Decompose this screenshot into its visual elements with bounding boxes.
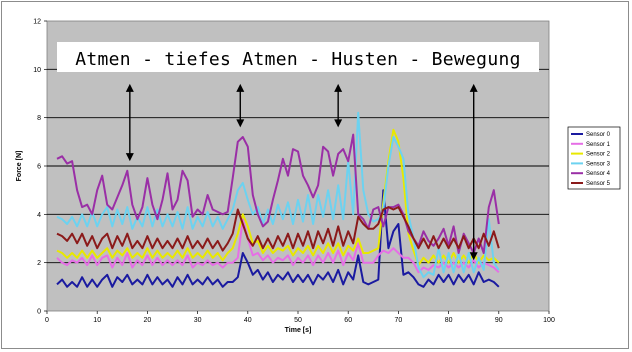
series-line-sensor-1 <box>56 218 500 274</box>
x-tick-label: 70 <box>395 317 403 324</box>
x-tick-label: 100 <box>543 317 555 324</box>
arrow-head-up <box>125 83 134 92</box>
x-tick-label: 40 <box>244 317 252 324</box>
x-tick-label: 30 <box>194 317 202 324</box>
y-tick-label: 0 <box>37 309 41 316</box>
series-line-sensor-2 <box>56 128 500 267</box>
annotation-text: Atmen - tiefes Atmen - Husten - Bewegung <box>75 49 520 70</box>
legend: Sensor 0 Sensor 1 Sensor 2 Sensor 3 Sensor 4… <box>567 126 621 190</box>
x-tick-label: 10 <box>93 317 101 324</box>
series-line-sensor-3 <box>56 111 500 279</box>
x-axis-title: Time [s] <box>285 327 312 334</box>
y-tick-label: 6 <box>37 164 41 171</box>
arrow-head-down <box>334 119 343 128</box>
x-tick-label: 20 <box>144 317 152 324</box>
x-tick-label: 80 <box>445 317 453 324</box>
arrow-head-up <box>334 83 343 92</box>
x-tick-label: 90 <box>495 317 503 324</box>
y-tick-label: 4 <box>37 212 41 219</box>
arrow-head-down <box>125 153 134 162</box>
legend-label: Sensor 4 <box>586 171 611 177</box>
arrow-head-down <box>236 119 245 128</box>
legend-label: Sensor 0 <box>586 132 611 138</box>
legend-label: Sensor 3 <box>586 161 611 167</box>
arrow-head-down <box>469 252 478 261</box>
legend-label: Sensor 5 <box>586 181 611 187</box>
y-tick-label: 2 <box>37 260 41 267</box>
y-tick-label: 8 <box>37 115 41 122</box>
series-line-sensor-0 <box>56 189 500 288</box>
annotation-background <box>57 42 539 72</box>
y-axis-title: Force [N] <box>16 151 23 182</box>
legend-label: Sensor 1 <box>586 142 611 148</box>
x-tick-label: 60 <box>344 317 352 324</box>
series-line-sensor-5 <box>56 206 500 252</box>
arrow-head-up <box>236 83 245 92</box>
legend-box <box>567 126 621 190</box>
annotation-arrows <box>125 83 478 261</box>
y-tick-label: 10 <box>33 67 41 74</box>
axis-ticks: 0 2 4 6 8 10 12 0 10 20 30 40 50 60 70 80 90 100 <box>33 19 555 325</box>
arrow-head-up <box>469 83 478 92</box>
x-tick-label: 50 <box>294 317 302 324</box>
series-line-sensor-4 <box>56 133 500 254</box>
legend-label: Sensor 2 <box>586 152 611 158</box>
annotation-banner: Atmen - tiefes Atmen - Husten - Bewegung <box>57 42 539 72</box>
series-lines <box>56 111 500 288</box>
y-tick-label: 12 <box>33 19 41 26</box>
x-tick-label: 0 <box>45 317 49 324</box>
